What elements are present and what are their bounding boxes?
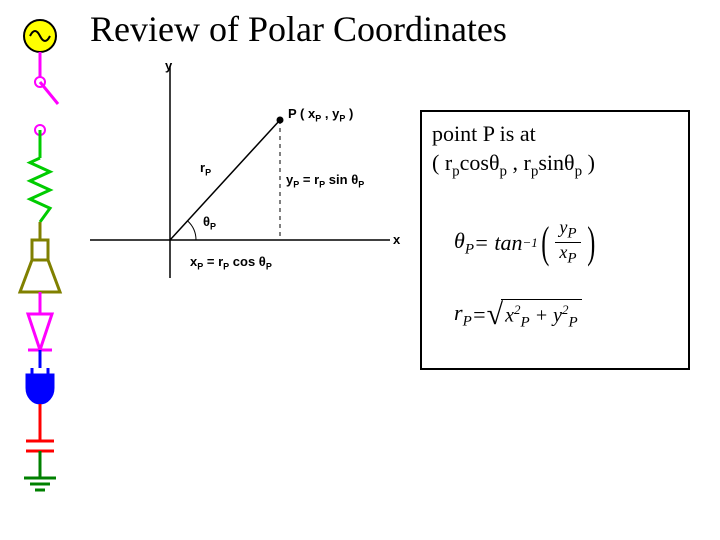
r-formula: rP = √ x2P + y2P	[454, 298, 582, 332]
point-label: P ( xP , yP )	[288, 106, 353, 124]
page-title: Review of Polar Coordinates	[90, 8, 507, 50]
x-axis-label: x	[393, 232, 400, 247]
xP-label: xP = rP cos θP	[190, 254, 272, 272]
info-line-1: point P is at	[432, 120, 678, 149]
info-box: point P is at ( rpcosθp , rpsinθp ) θP =…	[420, 110, 690, 370]
circuit-schematic	[0, 0, 90, 520]
info-line-2: ( rpcosθp , rpsinθp )	[432, 149, 678, 182]
rP-label: rP	[200, 160, 211, 178]
polar-diagram: y x P ( xP , yP ) rP yP = rP sin θP θP x…	[90, 60, 410, 289]
thetaP-label: θP	[203, 214, 216, 232]
y-axis-label: y	[165, 58, 172, 73]
theta-formula: θP = tan−1 ( yP xP )	[454, 218, 598, 268]
yP-label: yP = rP sin θP	[286, 172, 364, 190]
